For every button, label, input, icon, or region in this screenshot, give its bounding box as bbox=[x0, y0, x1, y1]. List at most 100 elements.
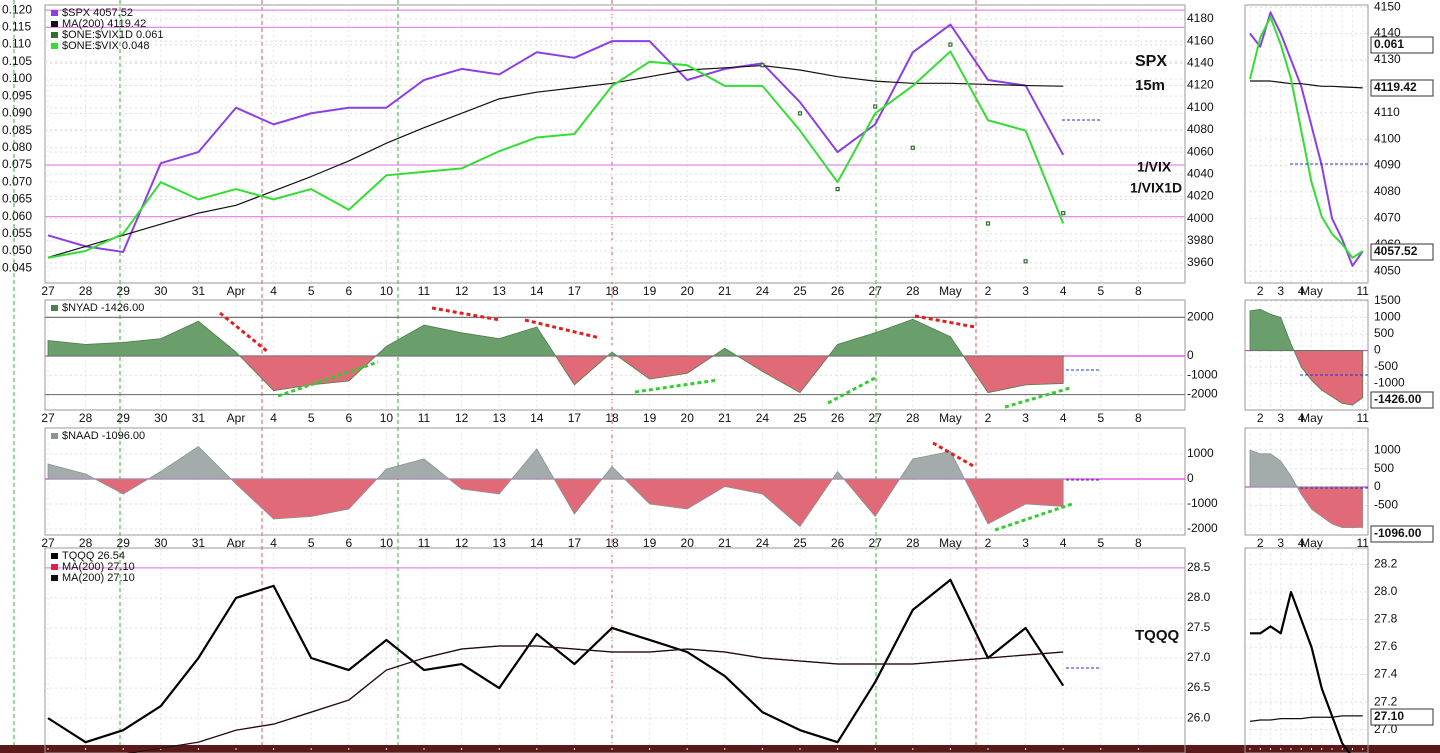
value-box bbox=[1370, 391, 1434, 409]
trend-line bbox=[277, 360, 379, 398]
x-tick-label: 24 bbox=[756, 411, 770, 425]
y-tick-label: 4100 bbox=[1187, 100, 1214, 114]
x-tick-label: 11 bbox=[1357, 536, 1370, 550]
legend-label: $ONE:$VIX 0.048 bbox=[62, 40, 149, 52]
x-tick-label: 18 bbox=[605, 411, 619, 425]
x-tick-label: 4 bbox=[270, 536, 277, 550]
y-tick-label: 0.075 bbox=[2, 157, 32, 171]
y-tick-label: 0.100 bbox=[2, 71, 32, 85]
area-pos bbox=[47, 445, 1064, 479]
x-tick-label: May bbox=[939, 536, 962, 550]
legend-label: $NAAD -1096.00 bbox=[62, 430, 145, 442]
x-tick-label: 8 bbox=[1135, 411, 1142, 425]
trend-line bbox=[1004, 386, 1071, 409]
x-tick-label: 21 bbox=[718, 284, 732, 298]
x-tick-label: 3 bbox=[1277, 284, 1284, 298]
series-line bbox=[1250, 80, 1363, 89]
trend-line bbox=[634, 378, 719, 394]
x-tick-label: 29 bbox=[117, 284, 131, 298]
x-tick-label: 13 bbox=[493, 411, 507, 425]
annotation: SPX bbox=[1135, 53, 1167, 70]
y-tick-label: 3960 bbox=[1187, 255, 1214, 269]
y-tick-label: 26.0 bbox=[1187, 710, 1211, 724]
y-tick-label: 0 bbox=[1374, 343, 1381, 357]
x-tick-label: 4 bbox=[1060, 536, 1067, 550]
x-tick-label: 30 bbox=[154, 411, 168, 425]
y-tick-label: -1000 bbox=[1374, 376, 1405, 390]
legend-swatch bbox=[51, 564, 58, 570]
x-tick-label: 13 bbox=[493, 284, 507, 298]
trend-line bbox=[914, 314, 976, 329]
area-fill bbox=[1249, 308, 1364, 351]
x-tick-label: 17 bbox=[568, 411, 582, 425]
area-neg bbox=[1249, 350, 1364, 406]
x-tick-label: May bbox=[1300, 411, 1323, 425]
y-tick-label: 4130 bbox=[1374, 52, 1401, 66]
x-tick-label: 20 bbox=[681, 536, 695, 550]
plot-area bbox=[47, 23, 1066, 264]
y-tick-label: 4120 bbox=[1187, 78, 1214, 92]
x-tick-label: 19 bbox=[643, 536, 657, 550]
x-tick-label: 2 bbox=[1257, 284, 1264, 298]
x-tick-label: 18 bbox=[605, 536, 619, 550]
series-line bbox=[47, 23, 1065, 253]
panel bbox=[44, 547, 1186, 753]
x-tick-label: 5 bbox=[1097, 536, 1104, 550]
x-tick-label: 21 bbox=[718, 536, 732, 550]
x-tick-label: 28 bbox=[79, 411, 93, 425]
y-tick-label: 4060 bbox=[1187, 144, 1214, 158]
legend-swatch bbox=[51, 32, 58, 38]
y-tick-label: 4140 bbox=[1374, 26, 1401, 40]
area-fill bbox=[47, 355, 1064, 394]
y-tick-label: 4100 bbox=[1374, 131, 1401, 145]
y-tick-label: -2000 bbox=[1187, 521, 1218, 535]
y-tick-label: 2000 bbox=[1187, 310, 1214, 324]
x-tick-label: 2 bbox=[985, 411, 992, 425]
legend-swatch bbox=[51, 21, 58, 27]
series-line bbox=[47, 50, 1065, 259]
x-tick-label: 21 bbox=[718, 411, 732, 425]
x-tick-label: 8 bbox=[1135, 536, 1142, 550]
x-tick-label: 3 bbox=[1022, 536, 1029, 550]
area-fill bbox=[1249, 350, 1364, 406]
y-tick-label: 1000 bbox=[1374, 310, 1401, 324]
x-tick-label: 27 bbox=[41, 536, 55, 550]
x-tick-label: 14 bbox=[530, 536, 544, 550]
y-tick-label: 4140 bbox=[1187, 56, 1214, 70]
trend-line bbox=[827, 376, 876, 405]
x-tick-label: 27 bbox=[869, 411, 883, 425]
x-tick-label: 2 bbox=[1257, 411, 1264, 425]
x-tick-label: 4 bbox=[1298, 536, 1305, 550]
y-tick-label: 0.085 bbox=[2, 123, 32, 137]
series-line bbox=[47, 64, 1064, 259]
series-line bbox=[126, 645, 1064, 753]
trend-line bbox=[219, 311, 269, 354]
dot bbox=[910, 145, 915, 150]
dot bbox=[760, 63, 765, 68]
x-tick-label: 25 bbox=[793, 284, 807, 298]
legend-label: $NYAD -1426.00 bbox=[62, 302, 144, 314]
plot-area bbox=[1249, 449, 1364, 529]
x-tick-label: 4 bbox=[270, 411, 277, 425]
x-tick-label: 26 bbox=[831, 536, 845, 550]
x-tick-label: 3 bbox=[1277, 536, 1284, 550]
x-tick-label: 11 bbox=[418, 411, 431, 425]
y-tick-label: 3980 bbox=[1187, 233, 1214, 247]
y-tick-label: 28.0 bbox=[1374, 584, 1398, 598]
trend-line bbox=[932, 441, 976, 469]
y-tick-label: -500 bbox=[1374, 359, 1398, 373]
x-tick-label: 24 bbox=[756, 536, 770, 550]
y-tick-label: 27.2 bbox=[1374, 694, 1398, 708]
area-fill bbox=[47, 318, 1064, 356]
x-tick-label: 14 bbox=[530, 284, 544, 298]
legend-label: TQQQ 26.54 bbox=[62, 550, 125, 562]
x-tick-label: 12 bbox=[455, 536, 469, 550]
x-tick-label: 25 bbox=[793, 536, 807, 550]
value-box-label: 4057.52 bbox=[1374, 244, 1418, 258]
panel bbox=[1244, 427, 1369, 536]
x-tick-label: 2 bbox=[1257, 536, 1264, 550]
x-tick-label: 20 bbox=[681, 411, 695, 425]
x-tick-label: 8 bbox=[1135, 284, 1142, 298]
value-box bbox=[1370, 243, 1434, 261]
legend-swatch bbox=[51, 305, 58, 311]
